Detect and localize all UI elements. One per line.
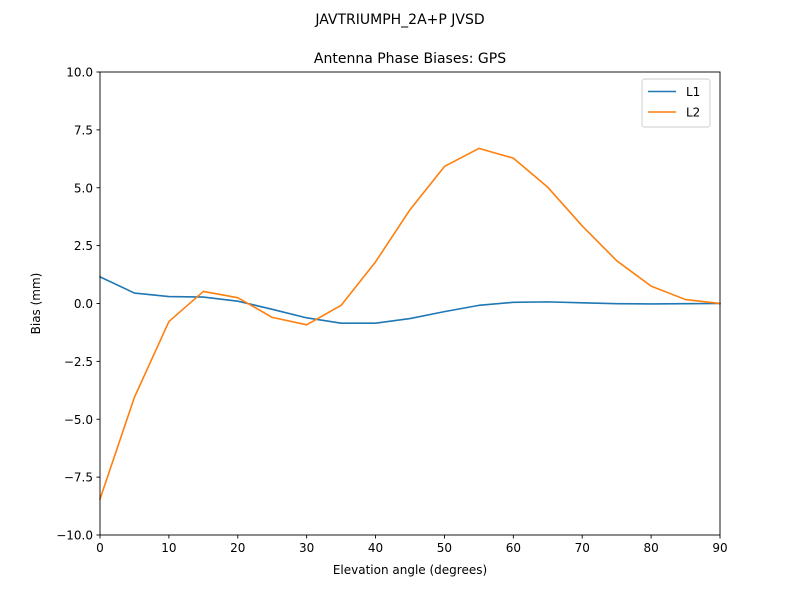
x-tick-label: 90 — [712, 541, 727, 555]
figure-suptitle: JAVTRIUMPH_2A+P JVSD — [314, 12, 484, 28]
y-tick-label: −2.5 — [64, 355, 93, 369]
series-line-l1 — [98, 275, 721, 324]
x-tick-label: 60 — [506, 541, 521, 555]
x-tick-label: 20 — [230, 541, 245, 555]
y-tick-label: 0.0 — [74, 297, 93, 311]
x-tick-label: 50 — [437, 541, 452, 555]
x-tick-label: 70 — [575, 541, 590, 555]
series-layer — [98, 147, 721, 501]
x-axis: 0 10 20 30 40 50 60 70 80 90 — [96, 535, 728, 555]
y-tick-label: 5.0 — [74, 181, 93, 195]
y-tick-label: −7.5 — [64, 471, 93, 485]
legend-label-l1: L1 — [686, 85, 700, 99]
y-tick-label: 2.5 — [74, 239, 93, 253]
y-tick-label: 10.0 — [66, 66, 93, 80]
legend-label-l2: L2 — [686, 106, 700, 120]
series-line-l2 — [98, 147, 721, 501]
y-tick-label: −5.0 — [64, 413, 93, 427]
y-tick-label: −10.0 — [56, 529, 93, 543]
y-axis: −10.0 −7.5 −5.0 −2.5 0.0 2.5 5.0 7.5 10.0 — [56, 66, 100, 543]
legend: L1 L2 — [641, 78, 711, 128]
x-tick-label: 10 — [161, 541, 176, 555]
x-tick-label: 40 — [368, 541, 383, 555]
x-tick-label: 80 — [643, 541, 658, 555]
plot-frame — [99, 71, 721, 536]
y-tick-label: 7.5 — [74, 123, 93, 137]
y-axis-label: Bias (mm) — [29, 273, 43, 335]
x-axis-label: Elevation angle (degrees) — [333, 563, 487, 577]
x-tick-label: 0 — [96, 541, 104, 555]
chart-title: Antenna Phase Biases: GPS — [314, 51, 506, 67]
x-tick-label: 30 — [299, 541, 314, 555]
